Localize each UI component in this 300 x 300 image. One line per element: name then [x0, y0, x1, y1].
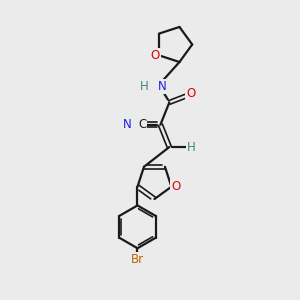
Text: H: H — [140, 80, 149, 93]
Text: N: N — [122, 118, 131, 131]
Text: Br: Br — [131, 253, 144, 266]
Text: C: C — [138, 118, 146, 131]
Text: O: O — [151, 49, 160, 62]
Text: N: N — [158, 80, 167, 93]
Text: H: H — [187, 140, 196, 154]
Text: O: O — [171, 180, 181, 193]
Text: O: O — [186, 87, 196, 100]
